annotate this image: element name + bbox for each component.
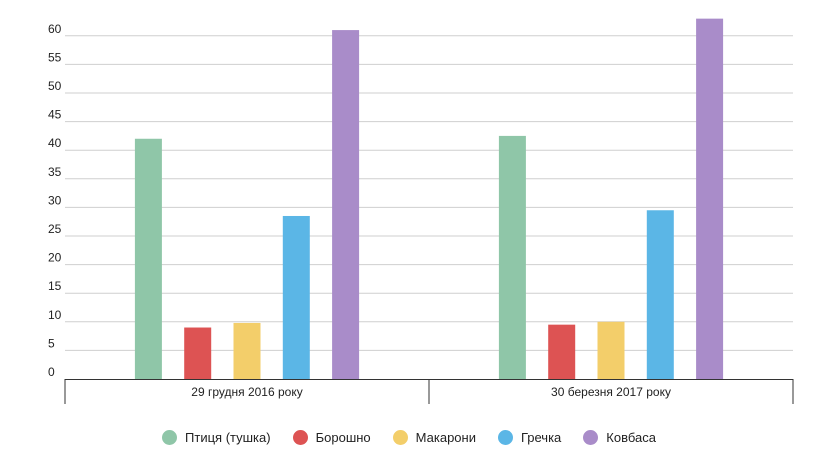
y-tick-label: 55 — [48, 50, 62, 64]
legend-label: Макарони — [415, 429, 476, 445]
legend-swatch — [162, 429, 178, 445]
legend-item: Ковбаса — [583, 429, 656, 445]
bar — [184, 327, 212, 379]
legend-swatch — [392, 429, 408, 445]
legend-label: Гречка — [520, 429, 562, 445]
bar — [233, 322, 261, 379]
y-axis-ticks: 0 5 10 15 20 25 30 35 40 45 50 55 60 — [48, 22, 62, 379]
legend-item: Птиця (тушка) — [162, 429, 271, 445]
x-category-label: 30 березня 2017 року — [551, 385, 671, 399]
y-tick-label: 15 — [48, 279, 62, 293]
legend-item: Макарони — [392, 429, 476, 445]
legend-label: Птиця (тушка) — [185, 429, 271, 445]
y-tick-label: 30 — [48, 193, 62, 207]
y-tick-label: 45 — [48, 108, 62, 122]
bars — [134, 18, 724, 380]
x-category-label: 29 грудня 2016 року — [191, 385, 302, 399]
x-axis: 29 грудня 2016 року 30 березня 2017 року — [64, 379, 794, 404]
bar — [548, 324, 576, 379]
y-tick-label: 25 — [48, 222, 62, 236]
y-tick-label: 5 — [48, 336, 55, 350]
y-tick-label: 40 — [48, 136, 62, 150]
legend-item: Гречка — [497, 429, 562, 445]
y-tick-label: 60 — [48, 22, 62, 36]
bar — [282, 215, 310, 379]
bar — [332, 30, 360, 380]
bar-chart: 0 5 10 15 20 25 30 35 40 45 50 55 60 29 грудня 2016 … — [48, 18, 794, 404]
legend-swatch — [583, 429, 599, 445]
bar — [696, 18, 724, 379]
y-tick-label: 10 — [48, 308, 62, 322]
y-tick-label: 50 — [48, 79, 62, 93]
bar — [498, 135, 526, 379]
legend-label: Ковбаса — [606, 429, 656, 445]
gridlines — [65, 35, 793, 351]
legend-label: Борошно — [315, 429, 371, 445]
y-tick-label: 0 — [48, 365, 55, 379]
legend-swatch — [292, 429, 308, 445]
bar — [646, 210, 674, 379]
bar — [597, 321, 625, 379]
y-tick-label: 35 — [48, 165, 62, 179]
legend-item: Борошно — [292, 429, 371, 445]
legend: Птиця (тушка) Борошно Макарони Гречка Ковбас… — [0, 425, 818, 449]
y-tick-label: 20 — [48, 251, 62, 265]
bar — [134, 138, 162, 379]
legend-swatch — [497, 429, 513, 445]
